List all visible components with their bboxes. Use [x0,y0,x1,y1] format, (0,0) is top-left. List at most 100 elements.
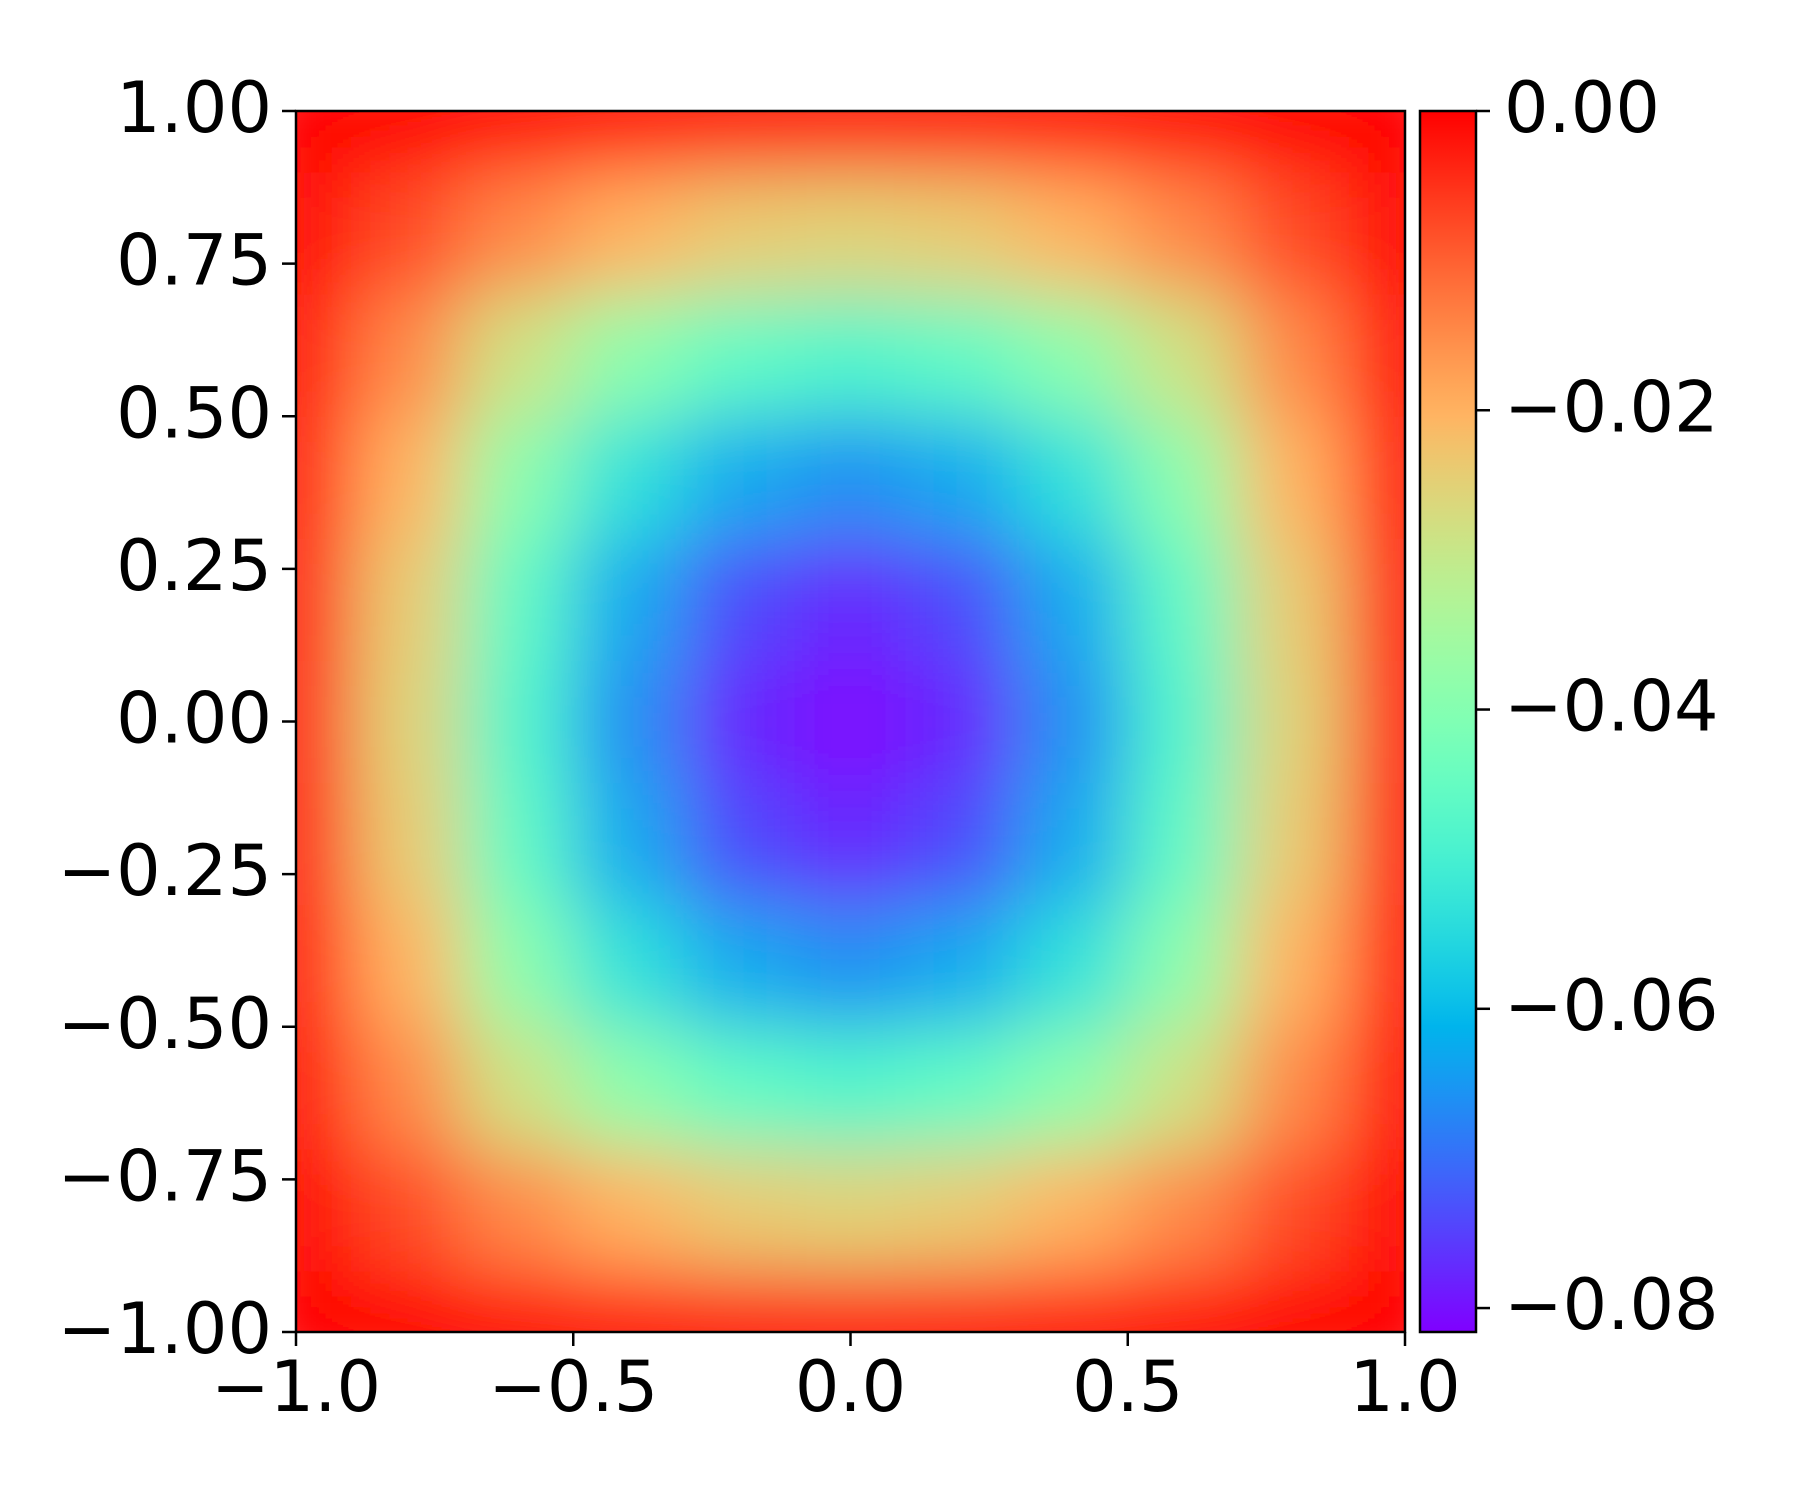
heat-cell [794,1270,907,1332]
heat-cell [350,1026,463,1150]
heat-cell [1238,537,1351,661]
heat-cell [350,782,463,906]
heat-cell [461,904,574,1028]
heat-cell [1238,782,1351,906]
heat-cell [1016,1026,1129,1150]
heat-cell [1016,1270,1129,1332]
heat-cell [683,782,796,906]
heat-cell [572,1026,685,1150]
heat-cell [683,537,796,661]
heat-cell [296,1270,352,1332]
heat-cell [572,537,685,661]
heat-cell [572,171,685,295]
heat-cell [461,171,574,295]
heat-cell [1127,171,1240,295]
y-tick-label: −1.00 [57,1288,272,1370]
heat-cell [683,659,796,784]
heat-cell [350,415,463,539]
heat-cell [296,1148,352,1272]
heat-cell [1349,171,1405,295]
heat-cell [296,1026,352,1150]
heat-cell [905,1148,1018,1272]
heat-cell [296,171,352,295]
heat-cell [794,1148,907,1272]
x-tick-label: −0.5 [488,1346,658,1428]
colorbar [1418,109,1478,1334]
heat-cell [1349,111,1405,173]
heat-cell [350,171,463,295]
heat-cell [905,1026,1018,1150]
heat-cell [683,111,796,173]
heat-cell [683,293,796,417]
heat-cell [572,659,685,784]
colorbar-tick-label: −0.06 [1504,965,1719,1047]
heat-cell [905,293,1018,417]
heat-cell [1238,293,1351,417]
y-tick-label: 0.00 [116,678,272,760]
heat-cell [1349,782,1405,906]
heat-cell [1016,782,1129,906]
heat-cell [1349,415,1405,539]
heat-cell [350,904,463,1028]
x-tick-label: 0.0 [795,1346,906,1428]
heat-cell [1016,904,1129,1028]
heat-cell [1238,1270,1351,1332]
heat-cell [1349,1026,1405,1150]
heatmap [296,111,1405,1332]
heat-cell [1238,111,1351,173]
heat-cell [350,111,463,173]
heat-cell [1238,415,1351,539]
heat-cell [572,293,685,417]
heat-cell [461,1270,574,1332]
heat-cell [1349,1148,1405,1272]
heat-cell [1349,537,1405,661]
heat-cell [296,111,352,173]
heat-cell [1016,415,1129,539]
heat-cell [461,537,574,661]
heat-cell [794,415,907,539]
heat-cell [350,293,463,417]
heat-cell [1016,171,1129,295]
heat-cell [350,659,463,784]
heat-cell [905,659,1018,784]
heat-cell [296,537,352,661]
heat-cell [350,1148,463,1272]
heat-cell [683,1026,796,1150]
y-tick-label: −0.75 [57,1135,272,1217]
heat-cell [1238,1148,1351,1272]
heat-cell [794,537,907,661]
y-tick-label: −0.50 [57,983,272,1065]
heat-cell [350,1270,463,1332]
heat-cell [905,537,1018,661]
colorbar-tick-label: 0.00 [1504,67,1660,149]
x-tick-label: −1.0 [211,1346,381,1428]
heat-cell [683,904,796,1028]
heat-cell [905,782,1018,906]
heat-cell [461,1026,574,1150]
heat-cell [350,537,463,661]
heat-cell [1127,293,1240,417]
heat-cell [1127,537,1240,661]
colorbar-tick-label: −0.08 [1504,1264,1719,1346]
heat-cell [572,415,685,539]
y-tick-label: 0.25 [116,525,272,607]
x-tick-label: 0.5 [1072,1346,1183,1428]
heat-cell [1127,782,1240,906]
heat-cell [1127,415,1240,539]
heat-cell [683,171,796,295]
heat-cell [1238,1026,1351,1150]
heat-cell [572,1270,685,1332]
heat-cell [1127,111,1240,173]
heat-cell [296,293,352,417]
heat-cell [572,111,685,173]
heat-cell [461,111,574,173]
heat-cell [296,659,352,784]
heat-cell [1238,171,1351,295]
heat-cell [1016,1148,1129,1272]
heat-cell [1016,111,1129,173]
heat-cell [461,293,574,417]
heat-cell [1127,1148,1240,1272]
heat-cell [572,904,685,1028]
heat-cell [296,415,352,539]
